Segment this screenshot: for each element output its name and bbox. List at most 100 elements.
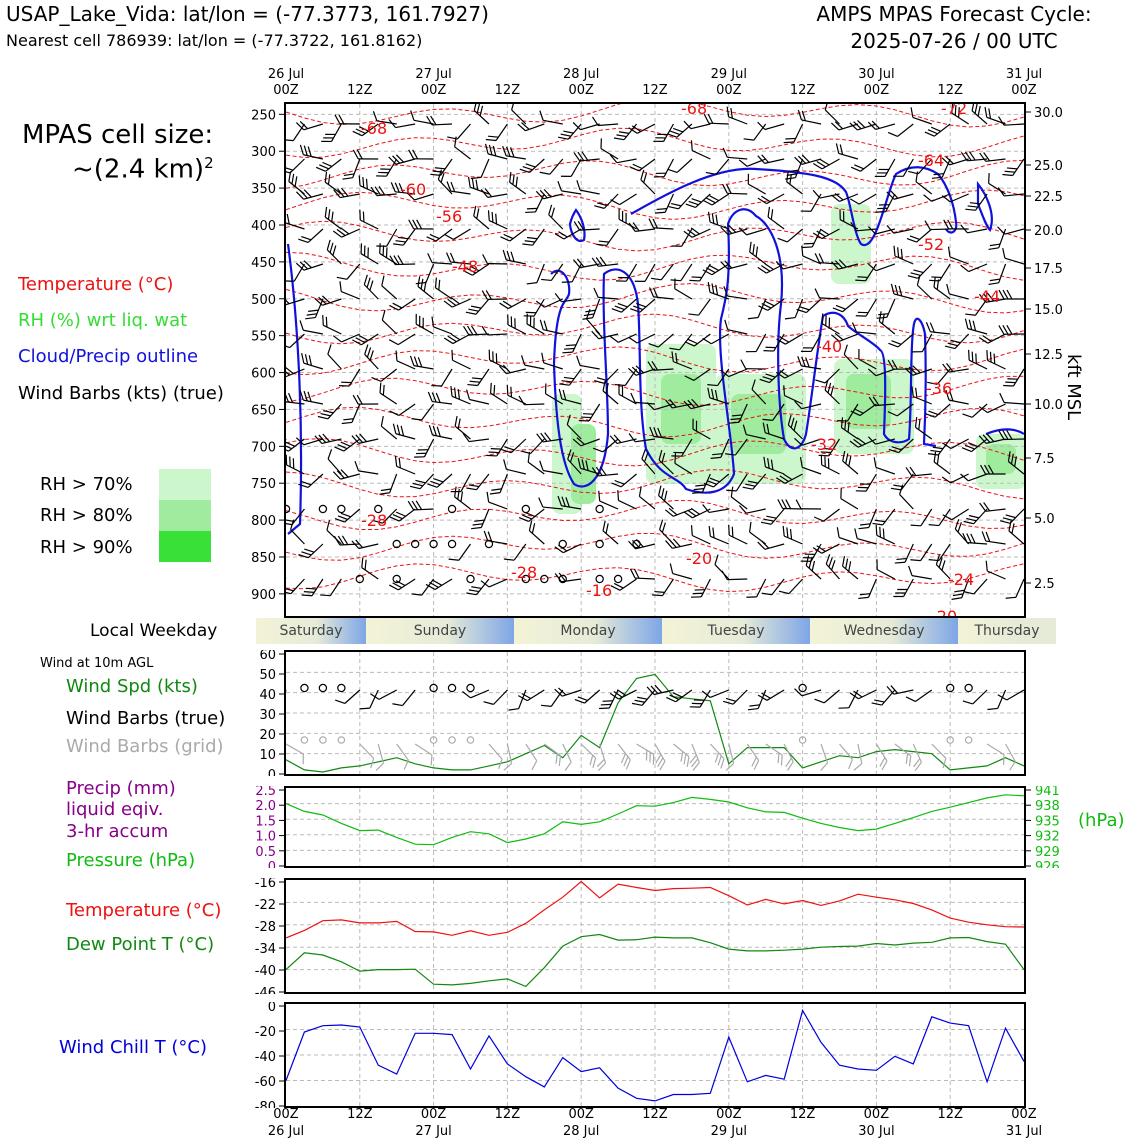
wind-barb	[652, 578, 674, 597]
wind-barb	[821, 313, 840, 335]
wind-barb	[874, 158, 896, 178]
temperature-contour	[286, 220, 1024, 252]
wind-barb	[794, 154, 822, 166]
y-tick: -40	[255, 964, 276, 979]
temperature-line	[285, 880, 1025, 939]
wind-barb	[558, 388, 582, 405]
wind-barb	[295, 189, 324, 200]
wind-barb	[443, 333, 471, 345]
y-tick: -46	[255, 986, 276, 994]
wind-barb	[573, 151, 600, 162]
wind-barb	[301, 352, 324, 370]
surface-wind-barb-grid	[503, 743, 513, 771]
surface-wind-barb	[574, 689, 601, 704]
surface-wind-barb	[370, 689, 397, 700]
wind-barb	[849, 437, 877, 448]
wind-barb	[544, 383, 564, 405]
calm-circle	[595, 574, 604, 584]
bottom-day-label: 27 Jul	[415, 1124, 452, 1139]
height-tick: 2.5	[1034, 577, 1055, 592]
wind-barb	[518, 508, 545, 523]
calm-circle	[540, 574, 549, 584]
y-tick: 0	[268, 768, 276, 776]
wind-barb	[941, 473, 969, 484]
temperature-label: -32	[811, 435, 837, 454]
wind-barb	[467, 368, 490, 387]
wind-barb	[286, 535, 287, 545]
wind-barb	[867, 120, 896, 131]
wind-barb	[824, 104, 840, 125]
wind-barb	[480, 578, 508, 588]
wind-barb	[812, 228, 840, 240]
height-tick: 5.0	[1034, 512, 1055, 527]
wind-barb	[489, 382, 508, 405]
wind-barb	[485, 123, 508, 142]
y-tick: 935	[1035, 814, 1060, 829]
wind-barb	[888, 438, 914, 454]
wind-barb	[499, 364, 526, 375]
wind-barb	[576, 180, 600, 195]
wind-barb	[450, 473, 472, 493]
wind-barb	[738, 505, 766, 514]
wind-barb	[730, 486, 748, 510]
top-hour-label: 00Z	[863, 83, 890, 98]
wind-barb	[925, 322, 951, 335]
wind-barb	[962, 533, 988, 545]
temperature-contour	[286, 437, 1024, 467]
wind-barb	[427, 473, 453, 488]
calm-circle	[318, 504, 328, 514]
surface-wind-barb	[886, 685, 914, 695]
wind-barb	[841, 555, 859, 580]
wind-barb	[388, 578, 416, 591]
cloud-outline	[630, 166, 958, 247]
wind-barb	[572, 122, 600, 131]
wind-barb	[327, 449, 342, 475]
wind-barb	[850, 221, 877, 232]
wind-barb	[415, 313, 434, 335]
height-tick: 22.5	[1034, 190, 1063, 205]
weekday-bar: Saturday Sunday Monday Tuesday Wednesday Thur…	[256, 618, 1056, 644]
top-day-label: 29 Jul	[710, 67, 747, 82]
wind-barb	[988, 228, 1007, 251]
wind-barb	[978, 403, 1006, 414]
surface-wind-barb-grid	[986, 743, 1005, 765]
wind-barb	[855, 473, 877, 492]
wind-barb	[380, 415, 398, 440]
wind-barb	[843, 344, 859, 370]
precip-legend-3: 3-hr accum	[66, 821, 169, 842]
wind-barb	[831, 332, 859, 342]
temp-panel	[284, 878, 1026, 994]
wind-barb	[825, 554, 840, 580]
wind-barb	[890, 283, 914, 300]
calm-circle	[337, 504, 346, 514]
weekday-saturday: Saturday	[256, 618, 367, 644]
wind-barb	[473, 104, 490, 125]
wind-barb	[724, 319, 748, 335]
wind-barb	[997, 187, 1024, 197]
calm-circle	[447, 683, 457, 693]
wind-barb	[557, 180, 582, 195]
bottom-hour-label: 12Z	[937, 1107, 963, 1122]
bottom-hour-label: 12Z	[642, 1107, 668, 1122]
calm-circle-grid	[946, 736, 955, 744]
wind-barb	[596, 228, 619, 247]
wind-barb	[409, 473, 435, 490]
top-day-label: 30 Jul	[858, 67, 895, 82]
temperature-label: -72	[941, 104, 967, 118]
wind-barb	[332, 227, 361, 238]
wind-barb	[538, 497, 563, 510]
temperature-contour	[286, 406, 1024, 438]
calm-circle	[374, 504, 383, 514]
wind-barb	[602, 520, 619, 545]
wind-barb	[528, 520, 545, 545]
wind-barb	[352, 394, 379, 405]
wind-barb	[554, 228, 582, 240]
surface-wind-barb-grid	[783, 743, 794, 771]
y-tick: 2.0	[255, 799, 276, 814]
surface-wind-barb-grid	[543, 743, 562, 767]
pressure-plot	[285, 788, 1025, 866]
wind-barb	[726, 473, 748, 492]
calm-circle	[429, 539, 438, 549]
wind-barb	[999, 508, 1024, 524]
wind-barb	[394, 456, 416, 475]
